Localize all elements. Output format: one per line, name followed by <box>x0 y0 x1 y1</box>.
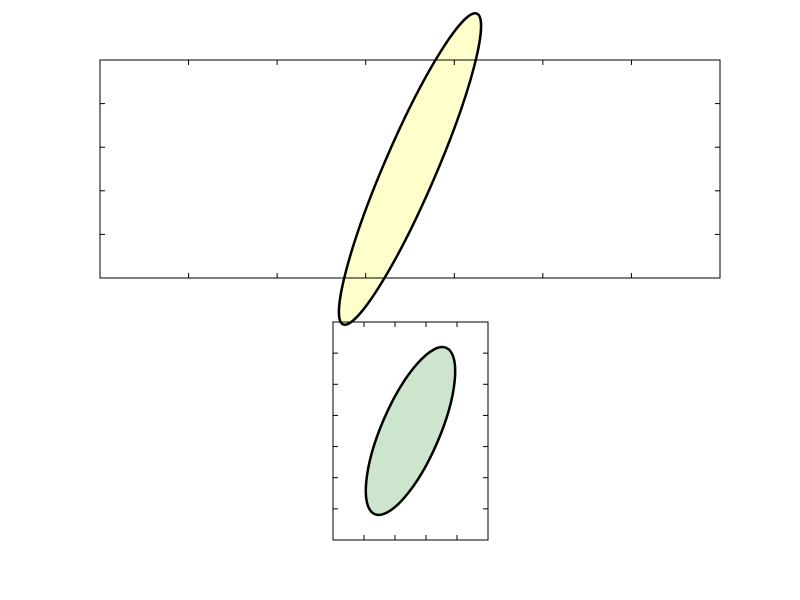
bottom-axes <box>332 321 489 541</box>
bottom-ellipse <box>364 345 457 517</box>
top-axes <box>99 12 721 326</box>
top-ellipse <box>337 12 483 326</box>
bottom-axes-frame <box>332 321 489 541</box>
top-axes-frame <box>99 59 721 279</box>
